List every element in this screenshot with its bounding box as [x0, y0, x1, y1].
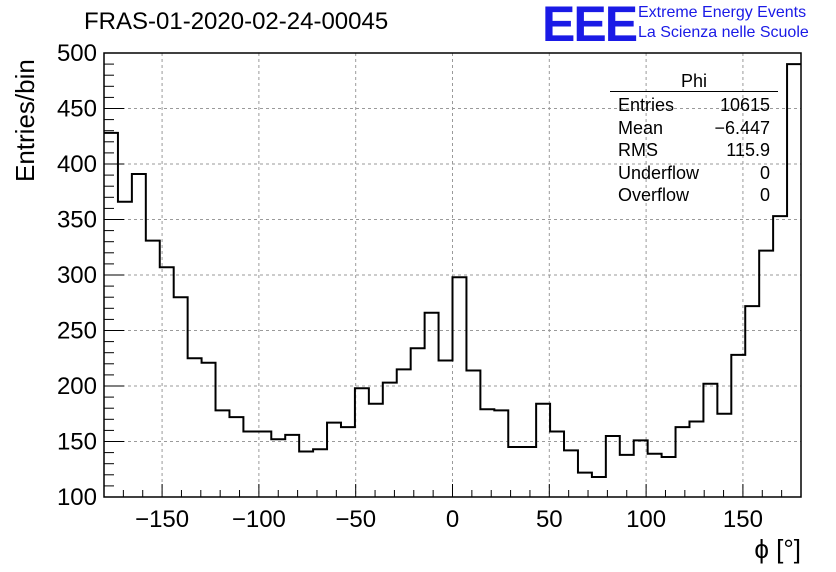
stats-value: 10615	[719, 95, 770, 115]
x-tick-label: 0	[446, 506, 459, 533]
stats-row-underflow: Underflow 0	[610, 162, 778, 185]
chart-title: FRAS-01-2020-02-24-00045	[84, 8, 389, 35]
x-tick-labels: −150 −100 −50 0 50 100 150	[135, 506, 763, 533]
histogram-series-line	[104, 63, 801, 479]
stats-row-mean: Mean −6.447	[610, 117, 778, 140]
y-tick-labels: 100 150 200 250 300 350 400 450 500	[57, 40, 97, 511]
stats-row-overflow: Overflow 0	[610, 184, 778, 207]
x-tick-label: 150	[723, 506, 763, 533]
stats-box: Phi Entries 10615 Mean −6.447 RMS 115.9 …	[610, 72, 778, 207]
x-tick-label: −150	[135, 506, 189, 533]
y-tick-label: 350	[57, 207, 97, 234]
stats-label: Mean	[618, 117, 664, 138]
axis-ticks	[103, 52, 802, 498]
stats-row-entries: Entries 10615	[610, 94, 778, 117]
x-tick-label: −50	[335, 506, 376, 533]
stats-value: 0	[759, 185, 770, 205]
stats-label: Underflow	[618, 162, 700, 183]
y-axis-label: Entries/bin	[10, 59, 40, 182]
stats-value: 115.9	[726, 140, 770, 160]
eee-logo: EEE	[542, 0, 638, 52]
logo-subtitle-line1: Extreme Energy Events	[638, 4, 807, 21]
x-axis-label: ϕ [°]	[754, 534, 801, 564]
x-tick-label: 50	[536, 506, 563, 533]
y-tick-label: 150	[57, 429, 97, 456]
stats-box-title: Phi	[610, 72, 778, 92]
y-tick-label: 400	[57, 151, 97, 178]
y-tick-label: 200	[57, 373, 97, 400]
stats-label: Entries	[618, 95, 675, 115]
logo-subtitle-line2: La Scienza nelle Scuole	[638, 24, 809, 41]
y-tick-label: 300	[57, 262, 97, 289]
stats-label: RMS	[618, 140, 658, 160]
y-tick-label: 100	[57, 484, 97, 511]
y-tick-label: 500	[57, 40, 97, 67]
stats-label: Overflow	[618, 185, 690, 205]
y-tick-label: 250	[57, 318, 97, 345]
x-tick-label: −100	[232, 506, 286, 533]
stats-row-rms: RMS 115.9	[610, 139, 778, 162]
stats-value: 0	[759, 162, 770, 183]
x-tick-label: 100	[626, 506, 666, 533]
stats-value: −6.447	[714, 117, 770, 138]
y-tick-label: 450	[57, 96, 97, 123]
